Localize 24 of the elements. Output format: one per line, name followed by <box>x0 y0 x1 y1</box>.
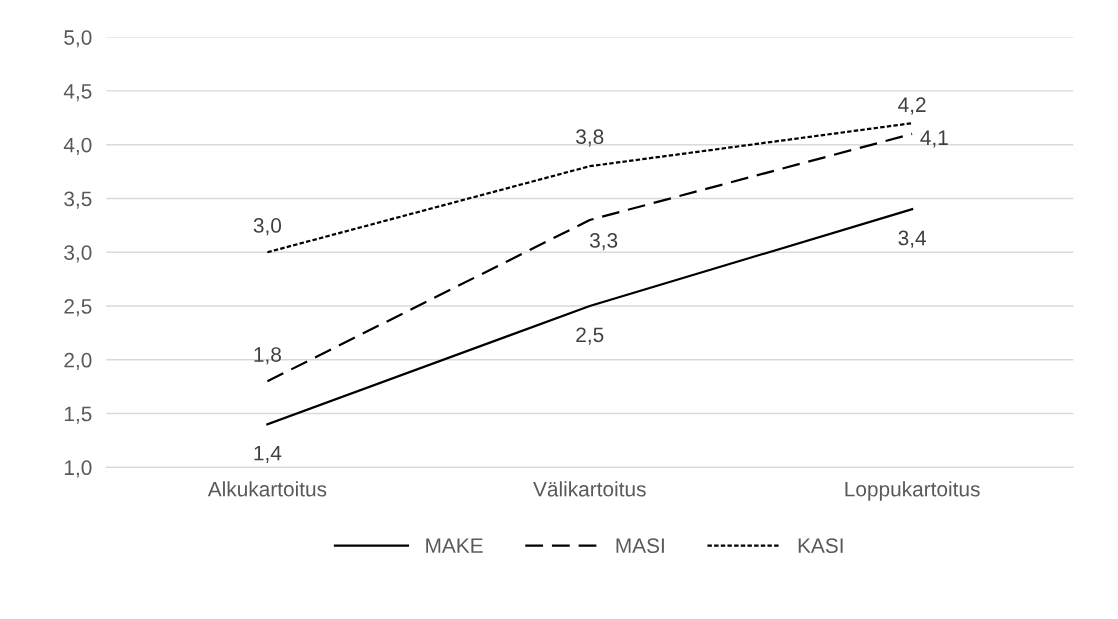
x-tick-label: Loppukartoitus <box>845 481 980 501</box>
y-tick-label: 4,5 <box>63 84 92 102</box>
data-label: 1,4 <box>254 445 282 463</box>
legend-label: MAKE <box>426 538 483 553</box>
data-label: 3,4 <box>898 230 926 248</box>
x-tick-label: Alkukartoitus <box>207 481 327 497</box>
data-label: 4,1 <box>920 130 948 148</box>
y-tick-label: 3,5 <box>64 191 92 209</box>
y-tick-label: 1,5 <box>64 406 92 424</box>
x-tick-label: Välikartoitus <box>533 481 646 497</box>
data-label: 3,3 <box>589 233 618 251</box>
data-label: 3,8 <box>576 129 604 147</box>
y-tick-label: 2,5 <box>64 299 92 317</box>
legend-label: MASI <box>616 538 664 554</box>
y-tick-label: 3,0 <box>64 245 92 263</box>
y-tick-label: 1,0 <box>64 460 92 478</box>
data-label: 3,0 <box>253 218 282 236</box>
data-label: 4,2 <box>898 97 926 115</box>
data-label: 1,8 <box>254 347 281 365</box>
y-tick-label: 2,0 <box>64 352 92 371</box>
y-tick-label: 5,0 <box>64 30 92 48</box>
data-label: 2,5 <box>576 327 604 345</box>
legend-label: KASI <box>798 538 843 554</box>
y-tick-label: 4,0 <box>63 137 92 155</box>
